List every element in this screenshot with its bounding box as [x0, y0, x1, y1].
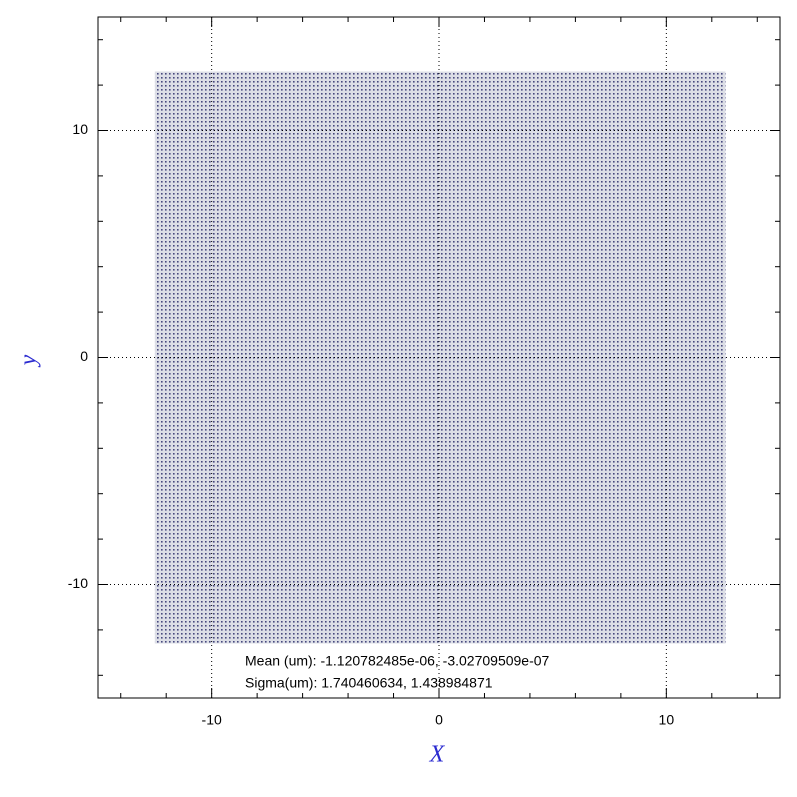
spot-points	[154, 71, 726, 644]
y-tick-label: 10	[72, 121, 88, 137]
x-axis-title: X	[429, 742, 446, 768]
x-tick-label: -10	[202, 712, 222, 728]
x-tick-label: 10	[659, 712, 675, 728]
y-axis-title: y	[16, 354, 42, 367]
y-tick-label: 0	[80, 348, 88, 364]
annotation: Mean (um): -1.120782485e-06, -3.02709509…	[245, 653, 550, 669]
annotation: Sigma(um): 1.740460634, 1.438984871	[245, 675, 493, 691]
plot-frame	[97, 16, 781, 699]
x-tick-label: 0	[435, 712, 443, 728]
y-tick-label: -10	[68, 575, 88, 591]
